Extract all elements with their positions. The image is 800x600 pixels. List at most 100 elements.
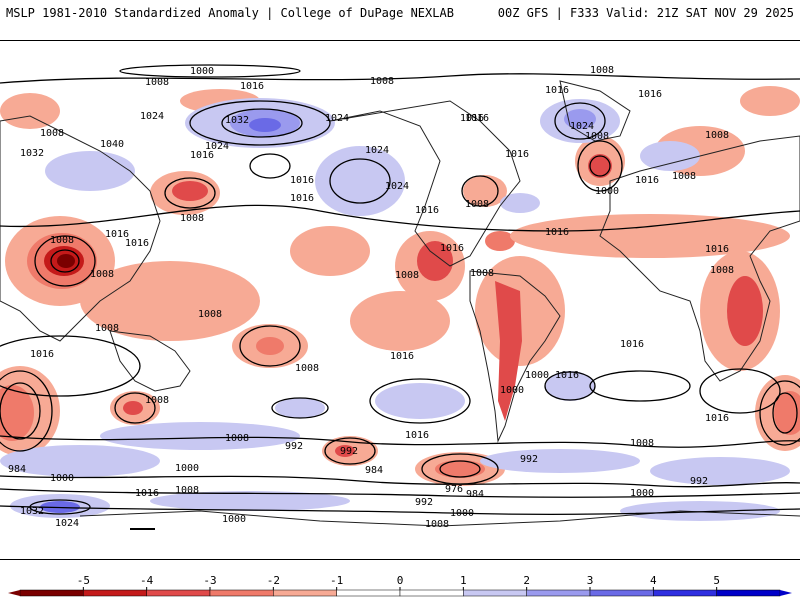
- isobar-label: 1032: [20, 148, 44, 159]
- isobar-label: 984: [365, 465, 383, 476]
- isobar-label: 984: [8, 464, 26, 475]
- colorbar-tick-label: 0: [397, 574, 404, 587]
- colorbar-tick-label: -5: [77, 574, 90, 587]
- isobar-label: 1016: [705, 413, 729, 424]
- isobar-label: 1008: [465, 199, 489, 210]
- isobar-label: 1024: [205, 141, 229, 152]
- isobar-label: 1016: [30, 349, 54, 360]
- colorbar-tick-label: -2: [267, 574, 280, 587]
- colorbar-segment: [589, 589, 654, 597]
- map-canvas: 1000 1008 1016 1008 1024 1032 1024 1016 …: [0, 64, 800, 530]
- isobar-label: 992: [285, 441, 303, 452]
- isobar-label: 1016: [545, 227, 569, 238]
- isobar-label: 1000: [190, 66, 214, 77]
- isobar-label: 1008: [370, 76, 394, 87]
- isobar-label: 1008: [40, 128, 64, 139]
- colorbar-tick-label: 4: [650, 574, 657, 587]
- isobar-label: 1016: [240, 81, 264, 92]
- positive-anomaly-shading: [0, 98, 790, 521]
- isobar-label: 1016: [290, 193, 314, 204]
- isobar-label: 992: [690, 476, 708, 487]
- colorbar-segment: [716, 589, 781, 597]
- colorbar-ticks: -5 -4 -3 -2 -1 0 1 2 3 4 5: [77, 574, 720, 590]
- isobar-label: 1016: [125, 238, 149, 249]
- isobar-label: 992: [415, 497, 433, 508]
- isobar-label: 1016: [415, 205, 439, 216]
- isobar-label: 1016: [135, 488, 159, 499]
- isobar-label: 1008: [705, 130, 729, 141]
- map-title: MSLP 1981-2010 Standardized Anomaly | Co…: [6, 6, 454, 20]
- isobar-label: 1008: [470, 268, 494, 279]
- colorbar-tick-label: 1: [460, 574, 467, 587]
- isobar-label: 1008: [145, 77, 169, 88]
- isobar-label: 1024: [55, 518, 79, 529]
- colorbar-extend-low: [8, 590, 20, 596]
- colorbar-blocks: [8, 589, 792, 597]
- colorbar-segment: [19, 589, 84, 597]
- isobar-label: 1032: [20, 506, 44, 517]
- isobar-label: 1000: [630, 488, 654, 499]
- isobar-label: 1024: [140, 111, 164, 122]
- colorbar-segment: [399, 589, 464, 597]
- isobar-label: 1000: [500, 385, 524, 396]
- colorbar-tick-label: -1: [330, 574, 343, 587]
- colorbar-segment: [209, 589, 274, 597]
- isobar-label: 1008: [630, 438, 654, 449]
- isobar-label: 1008: [590, 65, 614, 76]
- isobar-label: 1016: [505, 149, 529, 160]
- colorbar-segment: [336, 589, 401, 597]
- coastlines: [0, 80, 800, 527]
- isobar-label: 1016: [638, 89, 662, 100]
- isobar-label: 1016: [105, 229, 129, 240]
- colorbar-segment: [463, 589, 527, 597]
- isobars: [0, 64, 800, 530]
- isobar-label: 1016: [290, 175, 314, 186]
- model-valid-time: 00Z GFS | F333 Valid: 21Z SAT NOV 29 202…: [497, 6, 794, 20]
- isobar-label: 1008: [672, 171, 696, 182]
- isobar-label: 1016: [460, 113, 484, 124]
- isobar-label: 1016: [635, 175, 659, 186]
- isobar-label: 1000: [175, 463, 199, 474]
- isobar-label: 1016: [620, 339, 644, 350]
- isobar-label: 1000: [450, 508, 474, 519]
- colorbar-tick-label: 5: [713, 574, 720, 587]
- anomaly-map: 1000 1008 1016 1008 1024 1032 1024 1016 …: [0, 40, 800, 560]
- isobar-label: 1016: [465, 113, 489, 124]
- isobar-label-group: 1000 1008 1016 1008 1024 1032 1024 1016 …: [8, 65, 734, 530]
- isobar-label: 1000: [50, 473, 74, 484]
- isobar-label: 1016: [405, 430, 429, 441]
- isobar-label: 1016: [545, 85, 569, 96]
- isobar-label: 976: [445, 484, 463, 495]
- colorbar-segment: [273, 589, 337, 597]
- isobar-label: 1040: [100, 139, 124, 150]
- colorbar-tick-label: -3: [203, 574, 216, 587]
- isobar-label: 1008: [425, 519, 449, 530]
- isobar-label: 1016: [440, 243, 464, 254]
- isobar-label: 1008: [295, 363, 319, 374]
- isobar-label: 1008: [225, 433, 249, 444]
- isobar-label: 1008: [395, 270, 419, 281]
- isobar-label: 1008: [198, 309, 222, 320]
- isobar-label: 1008: [175, 485, 199, 496]
- isobar-label: 992: [340, 446, 358, 457]
- isobar-label: 1008: [710, 265, 734, 276]
- colorbar-segment: [653, 589, 717, 597]
- isobar-label: 1008: [585, 131, 609, 142]
- colorbar-segment: [83, 589, 147, 597]
- isobar-label: 1000: [525, 370, 549, 381]
- isobar-label: 1000: [222, 514, 246, 525]
- colorbar-segment: [146, 589, 211, 597]
- isobar-label: 1024: [325, 113, 349, 124]
- isobar-label: 1008: [50, 235, 74, 246]
- isobar-label: 1008: [95, 323, 119, 334]
- colorbar-tick-label: 3: [587, 574, 594, 587]
- isobar-label: 1032: [225, 115, 249, 126]
- isobar-label: 1008: [145, 395, 169, 406]
- colorbar-extend-high: [780, 590, 792, 596]
- colorbar-legend: -5 -4 -3 -2 -1 0 1 2 3 4 5: [8, 574, 792, 597]
- isobar-label: 1000: [595, 186, 619, 197]
- colorbar-segment: [526, 589, 591, 597]
- isobar-label: 1024: [385, 181, 409, 192]
- isobar-label: 1024: [570, 121, 594, 132]
- isobar-label: 992: [520, 454, 538, 465]
